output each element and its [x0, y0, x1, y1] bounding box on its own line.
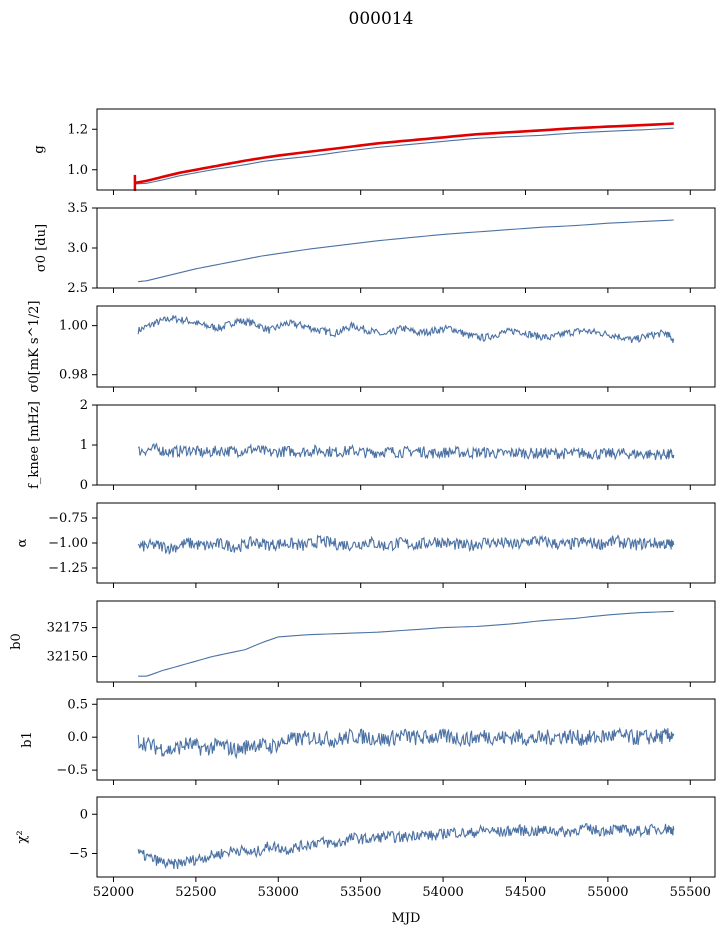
axes-frame	[96, 600, 716, 683]
y-axis-label: b0	[9, 633, 24, 650]
fit-series-line	[134, 122, 674, 185]
y-tick-label: 1.0	[67, 163, 88, 178]
x-tick-label: 55500	[670, 885, 711, 900]
x-tick-label: 53000	[258, 885, 299, 900]
x-tick-label: 52500	[175, 885, 216, 900]
axes-frame	[96, 404, 716, 486]
y-tick-label: −0.75	[48, 511, 88, 526]
x-tick-label: 55000	[587, 885, 628, 900]
panel-6: 32150 32175 b0	[9, 600, 716, 687]
y-tick-label: 3.0	[67, 241, 88, 256]
data-series-line	[137, 822, 675, 870]
y-axis-label: σ0 [du]	[34, 224, 49, 272]
x-axis-label: MJD	[392, 911, 421, 926]
y-tick-label: −1.00	[48, 536, 88, 551]
y-tick-label: −1.25	[48, 561, 88, 576]
y-tick-label: 1.00	[59, 319, 88, 334]
axes-frame	[96, 108, 716, 191]
x-tick-label: 53500	[340, 885, 381, 900]
axes-frame	[96, 698, 716, 781]
data-series-line	[137, 534, 675, 555]
x-tick-label: 52000	[93, 885, 134, 900]
y-tick-label: 32150	[47, 650, 88, 665]
y-tick-label: −0.5	[56, 763, 88, 778]
y-axis-label: χ²	[15, 830, 30, 843]
y-axis-label: g	[32, 145, 47, 153]
data-series-line	[137, 315, 675, 344]
y-tick-label: 0.98	[59, 368, 88, 383]
y-tick-label: 0	[80, 807, 88, 822]
data-series-line	[137, 442, 675, 461]
y-tick-label: 2.5	[67, 281, 88, 296]
y-tick-label: −5	[69, 846, 88, 861]
x-tick-label: 54500	[505, 885, 546, 900]
y-axis-label: b1	[20, 731, 35, 748]
axes-frame	[96, 207, 716, 289]
x-tick-label: 54000	[422, 885, 463, 900]
panel-1: 1.0 1.2 g	[32, 108, 716, 195]
data-series-line	[138, 610, 674, 677]
data-series-line	[134, 127, 674, 185]
y-tick-label: 1	[80, 438, 88, 453]
panels: 1.0 1.2 g 2.5 3.0 3.5 σ0 [du] 0.98 1.00 σ0[mK s^1…	[9, 108, 716, 900]
data-series-line	[138, 219, 674, 283]
y-axis-label: f_knee [mHz]	[27, 401, 42, 489]
y-tick-label: 3.5	[67, 201, 88, 216]
panel-5: −1.25 −1.00 −0.75 α	[15, 502, 716, 588]
y-tick-label: 0.0	[67, 730, 88, 745]
y-tick-label: 2	[80, 398, 88, 413]
y-tick-label: 1.2	[67, 122, 88, 137]
y-axis-label: α	[15, 538, 30, 547]
y-tick-label: 0.5	[67, 697, 88, 712]
panel-2: 2.5 3.0 3.5 σ0 [du]	[34, 201, 716, 296]
axes-frame	[96, 796, 716, 878]
panel-3: 0.98 1.00 σ0[mK s^1/2]	[27, 301, 716, 393]
y-tick-label: 32175	[47, 621, 88, 636]
y-tick-label: 0	[80, 478, 88, 493]
data-series-line	[137, 726, 675, 760]
panel-4: 0 1 2 f_knee [mHz]	[27, 398, 716, 493]
figure-title: 000014	[349, 9, 414, 29]
axes-frame	[96, 305, 716, 388]
panel-7: −0.5 0.0 0.5 b1	[20, 697, 716, 785]
y-axis-label: σ0[mK s^1/2]	[27, 301, 42, 393]
panel-8: −5 0 52000 52500 53000 53500 54000 54500 55000 55…	[15, 796, 716, 900]
